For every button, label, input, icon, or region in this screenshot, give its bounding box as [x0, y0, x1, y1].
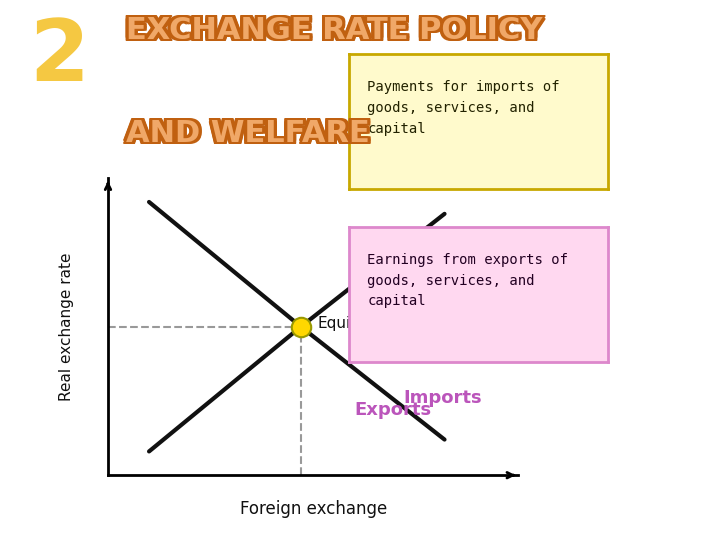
Text: AND WELFARE: AND WELFARE	[125, 119, 369, 148]
Text: AND WELFARE: AND WELFARE	[125, 121, 369, 150]
Text: AND WELFARE: AND WELFARE	[123, 117, 367, 146]
Text: EXCHANGE RATE POLICY: EXCHANGE RATE POLICY	[125, 17, 541, 46]
Text: AND WELFARE: AND WELFARE	[129, 121, 373, 150]
Text: Payments for imports of
goods, services, and
capital: Payments for imports of goods, services,…	[367, 80, 560, 136]
Text: EXCHANGE RATE POLICY: EXCHANGE RATE POLICY	[129, 16, 545, 44]
Text: EXCHANGE RATE POLICY: EXCHANGE RATE POLICY	[129, 14, 545, 43]
Text: AND WELFARE: AND WELFARE	[127, 121, 371, 150]
Text: EXCHANGE RATE POLICY: EXCHANGE RATE POLICY	[127, 17, 544, 46]
Text: EXCHANGE RATE POLICY: EXCHANGE RATE POLICY	[126, 16, 542, 45]
Text: EXCHANGE RATE POLICY: EXCHANGE RATE POLICY	[125, 16, 541, 44]
Text: EXCHANGE RATE POLICY: EXCHANGE RATE POLICY	[129, 17, 545, 46]
Text: Equilibrium: Equilibrium	[318, 316, 404, 331]
Text: EXCHANGE RATE POLICY: EXCHANGE RATE POLICY	[129, 18, 545, 48]
Text: AND WELFARE: AND WELFARE	[123, 119, 367, 148]
Text: AND WELFARE: AND WELFARE	[127, 118, 371, 147]
Text: EXCHANGE RATE POLICY: EXCHANGE RATE POLICY	[127, 14, 544, 43]
Text: Foreign exchange: Foreign exchange	[240, 501, 387, 518]
Text: EXCHANGE RATE POLICY: EXCHANGE RATE POLICY	[123, 18, 539, 48]
Text: AND WELFARE: AND WELFARE	[127, 117, 371, 146]
Text: EXCHANGE RATE POLICY: EXCHANGE RATE POLICY	[127, 18, 544, 48]
Text: AND WELFARE: AND WELFARE	[126, 119, 370, 148]
Text: EXCHANGE RATE POLICY: EXCHANGE RATE POLICY	[123, 14, 539, 43]
Text: EXCHANGE RATE POLICY: EXCHANGE RATE POLICY	[125, 18, 541, 48]
Text: EXCHANGE RATE POLICY: EXCHANGE RATE POLICY	[123, 16, 539, 44]
Text: EXCHANGE RATE POLICY: EXCHANGE RATE POLICY	[127, 16, 544, 44]
Text: AND WELFARE: AND WELFARE	[129, 117, 373, 146]
Text: EXCHANGE RATE POLICY: EXCHANGE RATE POLICY	[125, 14, 541, 43]
Text: AND WELFARE: AND WELFARE	[123, 121, 367, 150]
Text: AND WELFARE: AND WELFARE	[127, 119, 371, 148]
Text: Real exchange rate: Real exchange rate	[60, 252, 74, 401]
Text: Imports: Imports	[403, 389, 482, 407]
Text: AND WELFARE: AND WELFARE	[129, 119, 373, 148]
Text: 2: 2	[29, 16, 89, 99]
Text: AND WELFARE: AND WELFARE	[125, 117, 369, 146]
Text: AND WELFARE: AND WELFARE	[125, 118, 369, 147]
Text: AND WELFARE: AND WELFARE	[123, 118, 367, 147]
Text: AND WELFARE: AND WELFARE	[129, 118, 373, 147]
Text: Earnings from exports of
goods, services, and
capital: Earnings from exports of goods, services…	[367, 253, 568, 308]
Text: EXCHANGE RATE POLICY: EXCHANGE RATE POLICY	[123, 17, 539, 46]
Text: Exports: Exports	[354, 401, 431, 419]
